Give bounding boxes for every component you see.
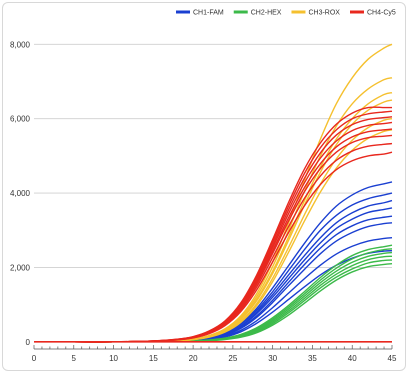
x-tick-label: 30 (268, 354, 277, 363)
series-line (33, 151, 393, 343)
legend-label: CH2-HEX (251, 10, 282, 17)
x-tick-label: 15 (149, 354, 158, 363)
series-line (33, 128, 393, 343)
x-tick-label: 5 (72, 354, 77, 363)
series-line (33, 91, 393, 343)
y-tick-label: 0 (26, 338, 31, 347)
x-tick-label: 45 (388, 354, 397, 363)
y-tick-label: 4,000 (10, 189, 31, 198)
legend-label: CH1-FAM (193, 10, 224, 17)
series-line (33, 222, 393, 343)
series-ch1-fam (33, 181, 393, 343)
axis-layer: 0 2,000 4,000 6,000 8,000 0 5 10 15 20 25 30 35 40 45 (10, 40, 397, 363)
series-line (33, 129, 393, 343)
grid-layer (34, 43, 392, 343)
series-ch2-hex (33, 244, 393, 343)
series-line (33, 199, 393, 343)
series-line (33, 244, 393, 343)
series-line (33, 118, 393, 343)
legend-label: CH3-ROX (308, 10, 340, 17)
legend: CH1-FAM CH2-HEX CH3-ROX CH4-Cy5 (176, 10, 396, 17)
series-line (33, 142, 393, 343)
series-line (33, 207, 393, 343)
series-line (33, 248, 393, 343)
series-ch4-cy5 (33, 106, 393, 343)
x-tick-label: 10 (109, 354, 118, 363)
y-tick-label: 6,000 (10, 115, 31, 124)
series-layer (33, 43, 393, 343)
x-tick-label: 35 (308, 354, 317, 363)
x-tick-label: 25 (228, 354, 237, 363)
chart-frame (2, 2, 406, 371)
x-tick-label: 40 (348, 354, 357, 363)
series-line (33, 181, 393, 343)
x-tick-label: 0 (32, 354, 37, 363)
series-line (33, 77, 393, 343)
legend-label: CH4-Cy5 (367, 10, 396, 17)
series-line (33, 237, 393, 343)
y-tick-label: 8,000 (10, 40, 31, 49)
y-tick-label: 2,000 (10, 263, 31, 272)
x-tick-label: 20 (189, 354, 198, 363)
